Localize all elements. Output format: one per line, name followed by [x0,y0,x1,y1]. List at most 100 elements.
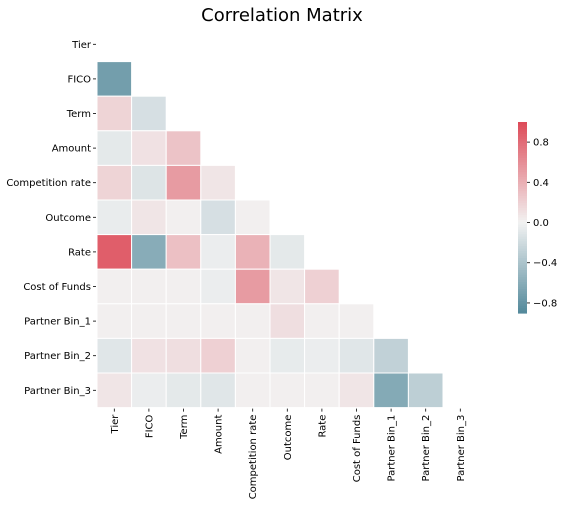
colorbar-segment [518,286,527,290]
colorbar-segment [518,169,527,173]
colorbar-segment [518,246,527,250]
colorbar-segment [518,277,527,281]
colorbar-tick-label: 0.0 [533,218,549,229]
heatmap-cell-9-8 [373,337,409,374]
colorbar-segment [518,250,527,254]
colorbar-segment [518,291,527,295]
y-tick-label: Tier [71,40,92,51]
colorbar-segment [518,143,527,147]
heatmap-cell-5-1 [131,199,167,236]
colorbar-segment [518,184,527,188]
x-tick-label: Partner Bin_2 [421,415,432,482]
colorbar-segment [518,305,527,309]
heatmap-cell-4-1 [131,164,167,201]
colorbar-segment [518,136,527,140]
colorbar-segment [518,179,527,183]
x-tick-label: Competition rate [248,415,259,500]
colorbar-segment [518,243,527,247]
heatmap-cell-9-7 [338,337,375,374]
colorbar-segment [518,265,527,269]
heatmap-cell-8-1 [131,303,167,339]
y-tick-label: Cost of Funds [23,282,91,293]
y-tick-label: Partner Bin_1 [24,317,91,328]
heatmap-cell-10-3 [200,372,236,409]
heatmap-cell-7-6 [304,268,340,305]
colorbar-segment [518,267,527,271]
colorbar-segment [518,176,527,180]
x-tick-label: FICO [144,414,155,438]
heatmap-cell-10-1 [131,372,167,409]
heatmap-cell-8-7 [338,303,375,339]
x-tick-labels: Tier FICO Term Amount Competition rate Outcom… [110,408,467,500]
heatmap-cell-6-2 [165,234,202,270]
y-tick-labels: Tier FICO Term Amount Competition rate Outcom… [6,40,96,397]
heatmap-cell-9-5 [269,337,306,374]
colorbar-segment [518,193,527,197]
colorbar-segment [518,274,527,278]
heatmap-cell-8-2 [165,303,202,339]
colorbar-tick-label: −0.8 [533,298,557,309]
heatmap-cell-6-3 [200,234,236,270]
y-tick-label: Partner Bin_2 [24,351,91,362]
colorbar-segment [518,148,527,152]
heatmap-cells [96,61,444,409]
colorbar-segment [518,231,527,235]
colorbar-segment [518,215,527,219]
heatmap-cell-10-4 [234,372,271,409]
colorbar-segment [518,272,527,276]
y-tick-label: Outcome [45,213,91,224]
colorbar-segment [518,296,527,300]
colorbar-segment [518,129,527,133]
colorbar-segment [518,153,527,157]
colorbar-segment [518,196,527,199]
colorbar-segment [518,289,527,293]
heatmap-cell-3-1 [131,130,167,166]
colorbar-segment [518,162,527,166]
y-tick-label: Term [66,109,91,120]
colorbar-segment [518,227,527,231]
colorbar: −0.8 −0.4 0.0 0.4 0.8 [518,122,557,314]
colorbar-segment [518,210,527,214]
y-tick-label: Partner Bin_3 [24,386,91,397]
heatmap-cell-9-6 [304,337,340,374]
heatmap-cell-6-0 [96,234,133,270]
colorbar-segment [518,124,527,128]
colorbar-segment [518,160,527,164]
heatmap-cell-6-1 [131,234,167,270]
heatmap-cell-4-3 [200,164,236,201]
heatmap-cell-9-2 [165,337,202,374]
heatmap-cell-4-0 [96,164,133,201]
colorbar-segment [518,207,527,211]
colorbar-segment [518,167,527,171]
heatmap-cell-3-2 [165,130,202,166]
colorbar-segment [518,126,527,130]
colorbar-segment [518,172,527,176]
colorbar-segment [518,188,527,192]
heatmap-cell-7-3 [200,268,236,305]
heatmap-cell-8-5 [269,303,306,339]
x-tick-label: Partner Bin_3 [456,415,467,482]
colorbar-segment [518,238,527,242]
colorbar-segment [518,131,527,135]
colorbar-segment [518,279,527,283]
heatmap-cell-3-0 [96,130,133,166]
heatmap-cell-10-2 [165,372,202,409]
colorbar-segment [518,205,527,209]
colorbar-segment [518,203,527,207]
heatmap-cell-7-1 [131,268,167,305]
x-tick-label: Term [179,415,190,440]
heatmap-cell-7-2 [165,268,202,305]
colorbar-segment [518,241,527,245]
y-tick-label: Competition rate [6,178,91,189]
y-tick-label: Rate [68,247,91,258]
heatmap-cell-2-1 [131,95,167,132]
colorbar-segment [518,260,527,264]
heatmap-cell-7-4 [234,268,271,305]
x-tick-label: Outcome [283,415,294,461]
colorbar-segment [518,222,527,226]
heatmap-cell-10-8 [373,372,409,409]
colorbar-segment [518,157,527,161]
colorbar-segment [518,150,527,154]
colorbar-segment [518,217,527,221]
